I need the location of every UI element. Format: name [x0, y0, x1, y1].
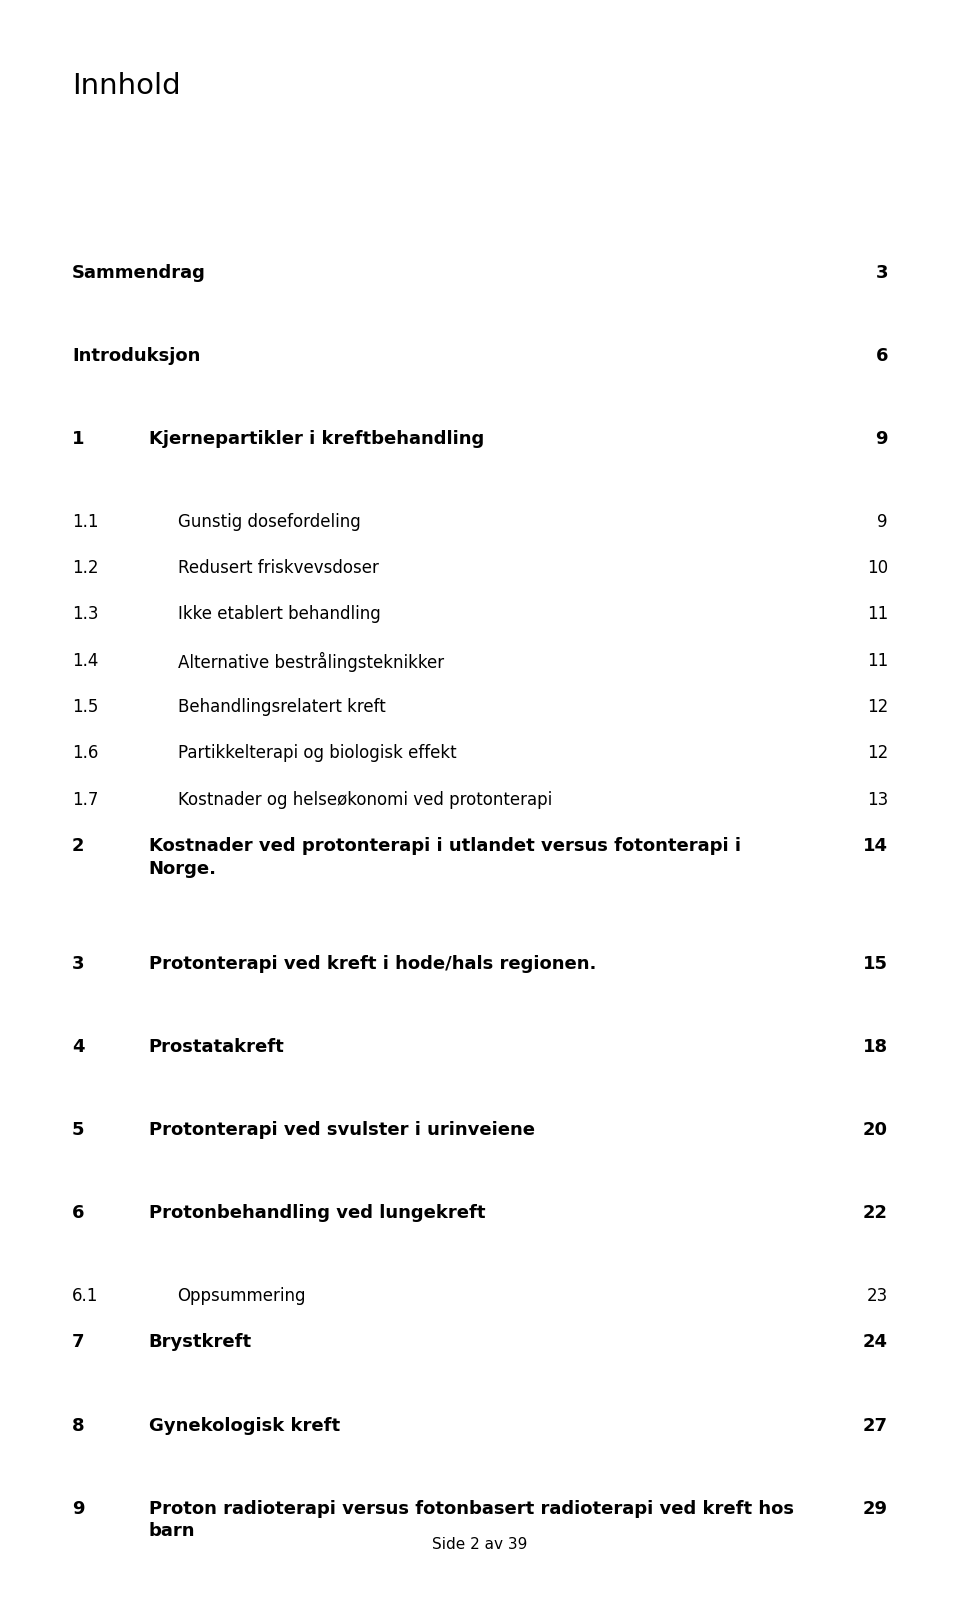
Text: Behandlingsrelatert kreft: Behandlingsrelatert kreft — [178, 698, 385, 715]
Text: 1.2: 1.2 — [72, 559, 99, 577]
Text: 1.3: 1.3 — [72, 605, 99, 623]
Text: Sammendrag: Sammendrag — [72, 264, 205, 281]
Text: Protonterapi ved kreft i hode/hals regionen.: Protonterapi ved kreft i hode/hals regio… — [149, 955, 596, 973]
Text: 18: 18 — [863, 1038, 888, 1056]
Text: 6: 6 — [876, 347, 888, 364]
Text: 23: 23 — [867, 1287, 888, 1305]
Text: Redusert friskvevsdoser: Redusert friskvevsdoser — [178, 559, 378, 577]
Text: Protonterapi ved svulster i urinveiene: Protonterapi ved svulster i urinveiene — [149, 1121, 535, 1139]
Text: Side 2 av 39: Side 2 av 39 — [432, 1538, 528, 1552]
Text: 10: 10 — [867, 559, 888, 577]
Text: 1.1: 1.1 — [72, 513, 99, 530]
Text: Protonbehandling ved lungekreft: Protonbehandling ved lungekreft — [149, 1204, 486, 1222]
Text: Prostatakreft: Prostatakreft — [149, 1038, 284, 1056]
Text: Kjernepartikler i kreftbehandling: Kjernepartikler i kreftbehandling — [149, 430, 484, 447]
Text: 29: 29 — [863, 1500, 888, 1517]
Text: Innhold: Innhold — [72, 72, 180, 101]
Text: 5: 5 — [72, 1121, 84, 1139]
Text: Proton radioterapi versus fotonbasert radioterapi ved kreft hos
barn: Proton radioterapi versus fotonbasert ra… — [149, 1500, 794, 1541]
Text: 9: 9 — [72, 1500, 84, 1517]
Text: 8: 8 — [72, 1417, 84, 1434]
Text: 14: 14 — [863, 837, 888, 854]
Text: 11: 11 — [867, 652, 888, 669]
Text: 27: 27 — [863, 1417, 888, 1434]
Text: 11: 11 — [867, 605, 888, 623]
Text: 9: 9 — [877, 513, 888, 530]
Text: 2: 2 — [72, 837, 84, 854]
Text: Gunstig dosefordeling: Gunstig dosefordeling — [178, 513, 360, 530]
Text: 1.7: 1.7 — [72, 791, 98, 808]
Text: Kostnader ved protonterapi i utlandet versus fotonterapi i
Norge.: Kostnader ved protonterapi i utlandet ve… — [149, 837, 741, 878]
Text: 4: 4 — [72, 1038, 84, 1056]
Text: 24: 24 — [863, 1333, 888, 1351]
Text: 1.6: 1.6 — [72, 744, 98, 762]
Text: 3: 3 — [72, 955, 84, 973]
Text: 15: 15 — [863, 955, 888, 973]
Text: 1.4: 1.4 — [72, 652, 98, 669]
Text: 6.1: 6.1 — [72, 1287, 98, 1305]
Text: Kostnader og helseøkonomi ved protonterapi: Kostnader og helseøkonomi ved protontera… — [178, 791, 552, 808]
Text: Brystkreft: Brystkreft — [149, 1333, 252, 1351]
Text: 1.5: 1.5 — [72, 698, 98, 715]
Text: 6: 6 — [72, 1204, 84, 1222]
Text: 20: 20 — [863, 1121, 888, 1139]
Text: Gynekologisk kreft: Gynekologisk kreft — [149, 1417, 340, 1434]
Text: 7: 7 — [72, 1333, 84, 1351]
Text: Oppsummering: Oppsummering — [178, 1287, 306, 1305]
Text: 3: 3 — [876, 264, 888, 281]
Text: Introduksjon: Introduksjon — [72, 347, 201, 364]
Text: 12: 12 — [867, 744, 888, 762]
Text: 9: 9 — [876, 430, 888, 447]
Text: 1: 1 — [72, 430, 84, 447]
Text: 13: 13 — [867, 791, 888, 808]
Text: Ikke etablert behandling: Ikke etablert behandling — [178, 605, 380, 623]
Text: 22: 22 — [863, 1204, 888, 1222]
Text: Partikkelterapi og biologisk effekt: Partikkelterapi og biologisk effekt — [178, 744, 456, 762]
Text: Alternative bestrålingsteknikker: Alternative bestrålingsteknikker — [178, 652, 444, 672]
Text: 12: 12 — [867, 698, 888, 715]
